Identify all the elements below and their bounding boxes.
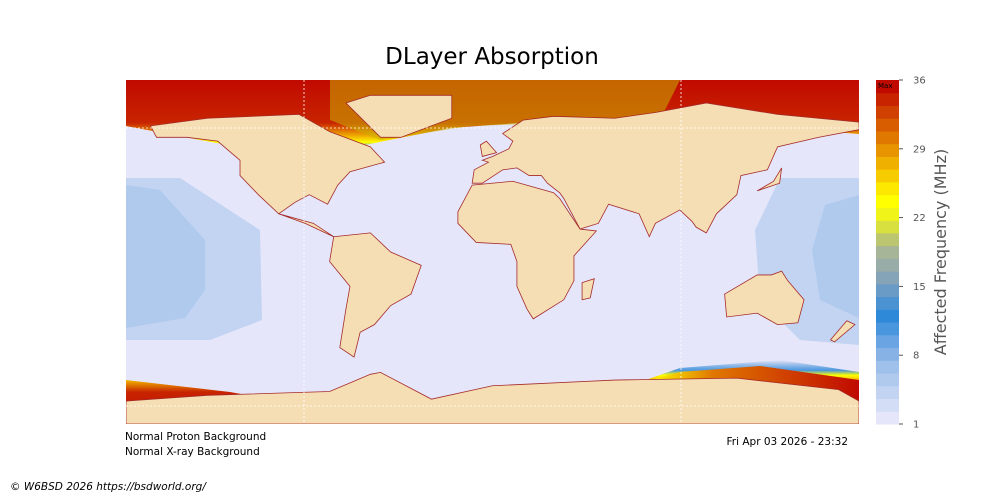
colorbar-band — [876, 258, 899, 272]
colorbar-tick-label: 29 — [913, 144, 926, 155]
colorbar-band — [876, 130, 899, 145]
colorbar-band — [876, 347, 899, 361]
colorbar-band — [876, 118, 899, 132]
colorbar-band — [876, 385, 899, 400]
timestamp: Fri Apr 03 2026 - 23:32 — [727, 436, 849, 448]
colorbar-max-label: Max — [878, 82, 892, 90]
proton-status: Normal Proton Background — [125, 431, 266, 443]
colorbar-band — [876, 232, 899, 247]
colorbar-tick-label: 36 — [913, 76, 926, 87]
copyright: © W6BSD 2026 https://bsdworld.org/ — [10, 481, 207, 493]
colorbar: 1 8 15 22 29 36 — [876, 76, 926, 431]
colorbar-tick-label: 8 — [913, 351, 919, 362]
landmass — [149, 113, 386, 238]
colorbar-tick-label: 15 — [913, 282, 926, 293]
colorbar-label: Affected Frequency (MHz) — [931, 149, 950, 355]
xray-status: Normal X-ray Background — [125, 446, 260, 458]
colorbar-band — [876, 220, 899, 234]
colorbar-band — [876, 245, 899, 259]
colorbar-band — [876, 360, 899, 374]
colorbar-band — [876, 169, 899, 183]
colorbar-band — [876, 156, 899, 170]
landmass — [457, 180, 598, 320]
absorption-zone — [126, 185, 205, 328]
landmass-group — [126, 94, 859, 424]
colorbar-band — [876, 296, 899, 310]
colorbar-band — [876, 322, 899, 336]
colorbar-band — [876, 309, 899, 323]
colorbar-band — [876, 181, 899, 196]
colorbar-band — [876, 411, 899, 425]
colorbar-band — [876, 398, 899, 412]
colorbar-band — [876, 80, 899, 94]
map — [126, 80, 859, 424]
landmass — [126, 371, 859, 424]
landmass — [329, 232, 422, 358]
colorbar-band — [876, 271, 899, 285]
landmass — [479, 140, 498, 157]
colorbar-band — [876, 283, 899, 298]
colorbar-tick-label: 22 — [913, 213, 926, 224]
colorbar-band — [876, 105, 899, 119]
colorbar-band — [876, 373, 899, 387]
landmass — [471, 102, 859, 238]
colorbar-band — [876, 143, 899, 157]
absorption-zone — [812, 195, 859, 318]
landmass — [345, 94, 453, 138]
landmass — [756, 167, 783, 192]
landmass — [829, 320, 856, 343]
colorbar-band — [876, 92, 899, 106]
colorbar-band — [876, 207, 899, 221]
colorbar-band — [876, 194, 899, 208]
title: DLayer Absorption — [385, 44, 599, 70]
landmass — [724, 270, 805, 326]
colorbar-band — [876, 334, 899, 349]
colorbar-tick-label: 1 — [913, 420, 919, 431]
landmass — [581, 278, 595, 301]
